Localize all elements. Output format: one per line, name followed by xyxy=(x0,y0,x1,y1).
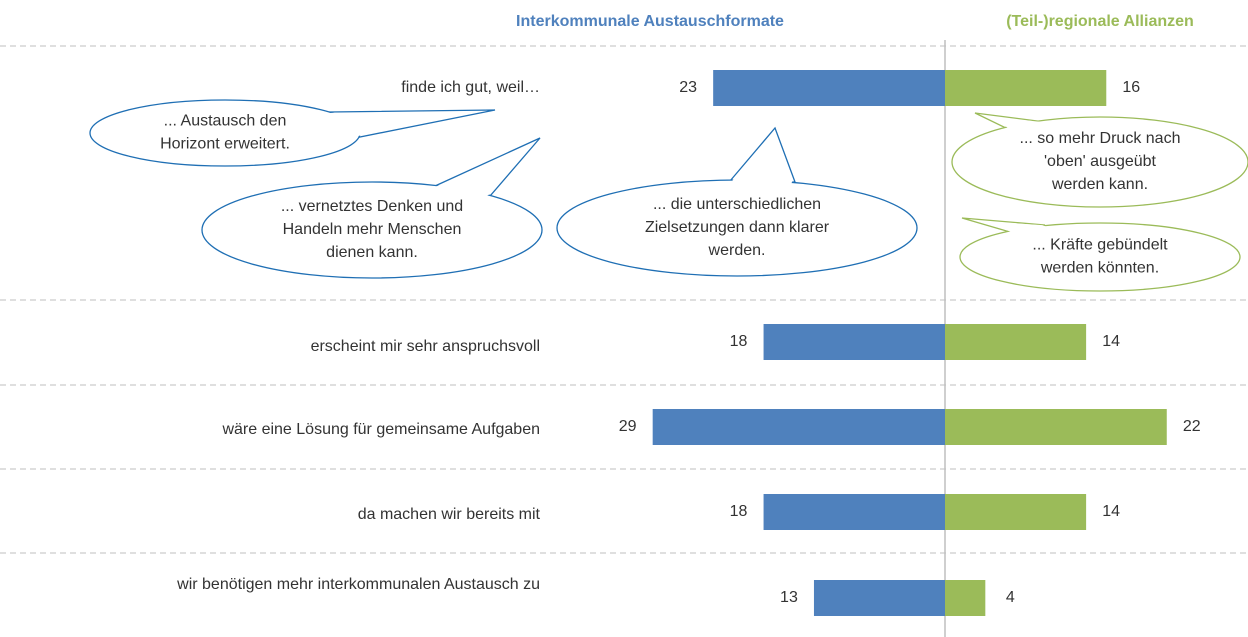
category-label: erscheint mir sehr anspruchsvoll xyxy=(311,338,540,355)
bar xyxy=(945,409,1167,445)
callout-text: Horizont erweitert. xyxy=(160,136,290,153)
callout-bubble xyxy=(201,181,543,279)
bar xyxy=(945,494,1087,530)
callout-joint xyxy=(990,116,1047,132)
callout-text: werden kann. xyxy=(1051,176,1148,193)
value-label: 22 xyxy=(1183,418,1201,435)
value-label: 18 xyxy=(730,503,748,520)
callout-text: Handeln mehr Menschen xyxy=(283,221,462,238)
value-label: 29 xyxy=(619,418,637,435)
callout-text: dienen kann. xyxy=(326,244,418,261)
value-label: 16 xyxy=(1122,79,1140,96)
callout-bubble xyxy=(951,116,1248,208)
callout-joint xyxy=(434,153,517,197)
value-label: 18 xyxy=(730,333,748,350)
legend-left: Interkommunale Austauschformate xyxy=(516,13,784,30)
bar xyxy=(713,70,945,106)
category-label: wäre eine Lösung für gemeinsame Aufgaben xyxy=(221,421,540,438)
value-label: 13 xyxy=(780,589,798,606)
callout-text: 'oben' ausgeübt xyxy=(1044,153,1157,170)
value-label: 14 xyxy=(1102,333,1120,350)
bar xyxy=(763,324,945,360)
value-label: 4 xyxy=(1006,589,1015,606)
value-label: 14 xyxy=(1102,503,1120,520)
bar xyxy=(945,70,1107,106)
bar xyxy=(652,409,945,445)
value-label: 23 xyxy=(679,79,697,96)
legend-right: (Teil-)regionale Allianzen xyxy=(1006,13,1194,30)
category-label: finde ich gut, weil… xyxy=(401,79,540,96)
bar xyxy=(945,580,986,616)
callout-text: ... die unterschiedlichen xyxy=(653,196,821,213)
callout-text: ... vernetztes Denken und xyxy=(281,198,463,215)
bar xyxy=(763,494,945,530)
callout-text: werden könnten. xyxy=(1040,260,1159,277)
callout-text: werden. xyxy=(708,242,766,259)
callout-joint xyxy=(731,144,793,184)
bar xyxy=(945,324,1087,360)
callout-bubble xyxy=(959,222,1241,292)
callout-joint xyxy=(328,112,448,139)
category-label: wir benötigen mehr interkommunalen Austa… xyxy=(176,576,540,593)
callout-text: ... so mehr Druck nach xyxy=(1020,130,1181,147)
callout-text: ... Austausch den xyxy=(164,113,287,130)
callout-bubble xyxy=(89,99,361,167)
callout-joint xyxy=(981,221,1046,233)
callout-text: ... Kräfte gebündelt xyxy=(1032,237,1168,254)
callout-text: Zielsetzungen dann klarer xyxy=(645,219,830,236)
category-label: da machen wir bereits mit xyxy=(358,506,541,523)
bar xyxy=(813,580,945,616)
